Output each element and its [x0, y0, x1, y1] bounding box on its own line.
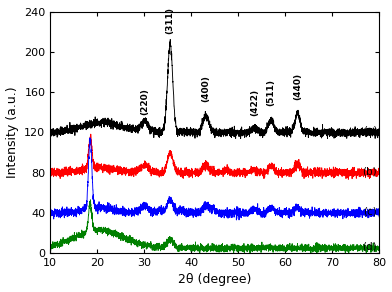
Text: (220): (220) — [140, 88, 149, 115]
Text: (a): (a) — [363, 126, 377, 136]
Text: (422): (422) — [250, 89, 259, 117]
Text: (511): (511) — [267, 79, 276, 106]
Text: (311): (311) — [166, 7, 174, 34]
Text: (400): (400) — [201, 75, 211, 102]
Text: (c): (c) — [363, 206, 377, 216]
X-axis label: 2θ (degree): 2θ (degree) — [178, 273, 252, 286]
Text: (b): (b) — [363, 166, 377, 176]
Text: (440): (440) — [293, 73, 302, 100]
Y-axis label: Intensity (a.u.): Intensity (a.u.) — [5, 87, 18, 178]
Text: (d): (d) — [363, 241, 377, 251]
